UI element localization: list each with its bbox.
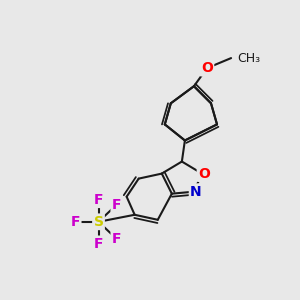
Text: F: F: [94, 193, 103, 207]
Text: F: F: [112, 198, 121, 212]
Text: O: O: [201, 61, 213, 75]
Text: F: F: [71, 215, 80, 229]
Text: F: F: [94, 237, 103, 251]
Text: N: N: [190, 185, 202, 199]
Text: O: O: [198, 167, 210, 181]
Text: F: F: [112, 232, 121, 246]
Text: S: S: [94, 215, 103, 229]
Text: CH₃: CH₃: [237, 52, 260, 64]
